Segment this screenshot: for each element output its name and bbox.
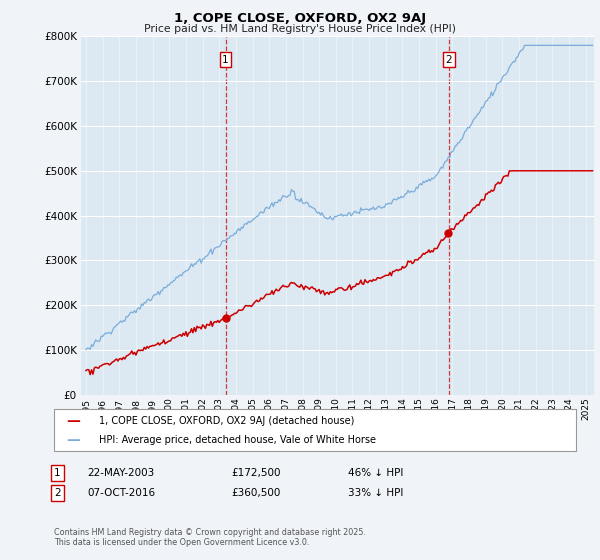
Text: 33% ↓ HPI: 33% ↓ HPI bbox=[348, 488, 403, 498]
Text: HPI: Average price, detached house, Vale of White Horse: HPI: Average price, detached house, Vale… bbox=[99, 435, 376, 445]
Text: 1: 1 bbox=[54, 468, 61, 478]
Text: £172,500: £172,500 bbox=[231, 468, 281, 478]
Text: —: — bbox=[66, 413, 80, 428]
Text: 1: 1 bbox=[222, 55, 229, 65]
Text: 2: 2 bbox=[445, 55, 452, 65]
Text: 1, COPE CLOSE, OXFORD, OX2 9AJ (detached house): 1, COPE CLOSE, OXFORD, OX2 9AJ (detached… bbox=[99, 416, 355, 426]
Text: £360,500: £360,500 bbox=[231, 488, 280, 498]
Text: 07-OCT-2016: 07-OCT-2016 bbox=[87, 488, 155, 498]
Text: —: — bbox=[66, 433, 80, 447]
Text: Price paid vs. HM Land Registry's House Price Index (HPI): Price paid vs. HM Land Registry's House … bbox=[144, 24, 456, 34]
Text: 46% ↓ HPI: 46% ↓ HPI bbox=[348, 468, 403, 478]
Text: 1, COPE CLOSE, OXFORD, OX2 9AJ: 1, COPE CLOSE, OXFORD, OX2 9AJ bbox=[174, 12, 426, 25]
Text: Contains HM Land Registry data © Crown copyright and database right 2025.
This d: Contains HM Land Registry data © Crown c… bbox=[54, 528, 366, 547]
Text: 22-MAY-2003: 22-MAY-2003 bbox=[87, 468, 154, 478]
Text: 2: 2 bbox=[54, 488, 61, 498]
